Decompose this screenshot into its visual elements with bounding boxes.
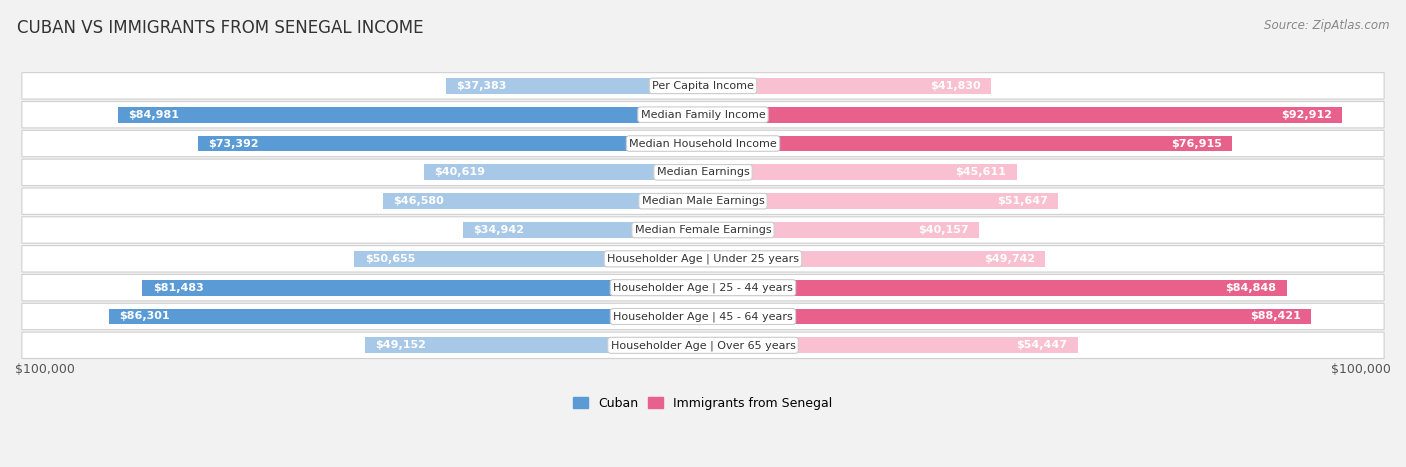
FancyBboxPatch shape (22, 275, 1384, 301)
Bar (703, 107, 1343, 123)
Text: $40,619: $40,619 (434, 167, 485, 177)
FancyBboxPatch shape (22, 332, 1384, 359)
Text: Householder Age | 45 - 64 years: Householder Age | 45 - 64 years (613, 311, 793, 322)
Bar (354, 251, 703, 267)
Text: Householder Age | Over 65 years: Householder Age | Over 65 years (610, 340, 796, 351)
Text: $37,383: $37,383 (456, 81, 506, 91)
Bar (118, 107, 703, 123)
Text: Median Earnings: Median Earnings (657, 167, 749, 177)
FancyBboxPatch shape (22, 130, 1384, 157)
Bar (703, 280, 1286, 296)
Bar (198, 135, 703, 151)
Text: $81,483: $81,483 (153, 283, 204, 293)
Text: $76,915: $76,915 (1171, 139, 1222, 149)
FancyBboxPatch shape (22, 188, 1384, 214)
Bar (423, 164, 703, 180)
Bar (703, 222, 980, 238)
Text: Householder Age | 25 - 44 years: Householder Age | 25 - 44 years (613, 283, 793, 293)
Text: $86,301: $86,301 (120, 311, 170, 321)
Bar (142, 280, 703, 296)
Bar (703, 251, 1045, 267)
Text: $88,421: $88,421 (1250, 311, 1301, 321)
FancyBboxPatch shape (22, 303, 1384, 330)
Text: $92,912: $92,912 (1281, 110, 1331, 120)
Legend: Cuban, Immigrants from Senegal: Cuban, Immigrants from Senegal (568, 392, 838, 415)
Text: $50,655: $50,655 (364, 254, 415, 264)
Bar (703, 78, 991, 94)
Text: $73,392: $73,392 (208, 139, 259, 149)
FancyBboxPatch shape (22, 159, 1384, 185)
Text: Source: ZipAtlas.com: Source: ZipAtlas.com (1264, 19, 1389, 32)
Text: $49,742: $49,742 (984, 254, 1035, 264)
Text: $100,000: $100,000 (1331, 363, 1391, 376)
Bar (703, 164, 1017, 180)
Bar (703, 193, 1059, 209)
FancyBboxPatch shape (22, 246, 1384, 272)
Text: $84,981: $84,981 (129, 110, 180, 120)
Text: $40,157: $40,157 (918, 225, 969, 235)
Text: Median Female Earnings: Median Female Earnings (634, 225, 772, 235)
Text: Median Household Income: Median Household Income (628, 139, 778, 149)
Text: Per Capita Income: Per Capita Income (652, 81, 754, 91)
Text: Median Male Earnings: Median Male Earnings (641, 196, 765, 206)
Text: Householder Age | Under 25 years: Householder Age | Under 25 years (607, 254, 799, 264)
Text: $49,152: $49,152 (375, 340, 426, 350)
Bar (703, 135, 1232, 151)
Text: $51,647: $51,647 (997, 196, 1047, 206)
Bar (110, 309, 703, 325)
Text: $41,830: $41,830 (929, 81, 980, 91)
Text: $54,447: $54,447 (1017, 340, 1067, 350)
FancyBboxPatch shape (22, 101, 1384, 128)
Text: $100,000: $100,000 (15, 363, 75, 376)
Text: CUBAN VS IMMIGRANTS FROM SENEGAL INCOME: CUBAN VS IMMIGRANTS FROM SENEGAL INCOME (17, 19, 423, 37)
Bar (463, 222, 703, 238)
Bar (446, 78, 703, 94)
Bar (364, 337, 703, 353)
Text: $84,848: $84,848 (1226, 283, 1277, 293)
Bar (382, 193, 703, 209)
Bar (703, 337, 1077, 353)
Bar (703, 309, 1312, 325)
Text: Median Family Income: Median Family Income (641, 110, 765, 120)
Text: $45,611: $45,611 (956, 167, 1007, 177)
FancyBboxPatch shape (22, 73, 1384, 99)
Text: $34,942: $34,942 (472, 225, 524, 235)
Text: $46,580: $46,580 (392, 196, 444, 206)
FancyBboxPatch shape (22, 217, 1384, 243)
